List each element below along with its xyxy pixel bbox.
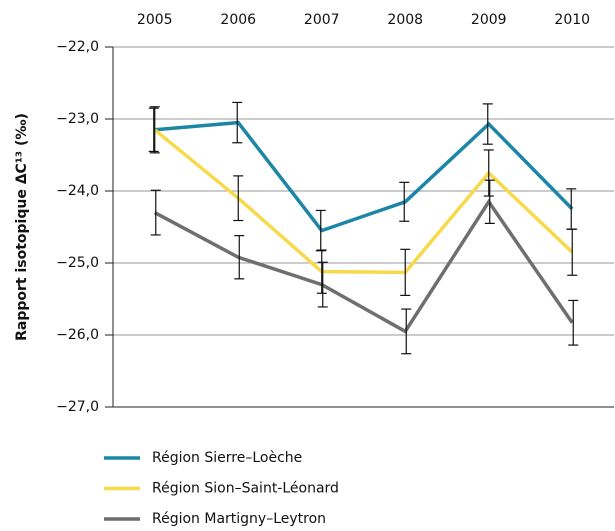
y-tick-label: −27,0	[56, 399, 99, 415]
y-tick-label: −22,0	[56, 39, 99, 55]
error-bar	[233, 175, 244, 222]
error-bar	[400, 248, 411, 296]
x-tick-label: 2007	[304, 12, 340, 28]
y-tick-label: −23,0	[56, 111, 99, 127]
error-bar	[316, 249, 327, 294]
legend-label: Région Sion–Saint-Léonard	[152, 481, 339, 497]
error-bar	[150, 189, 161, 236]
x-tick-label: 2005	[137, 12, 173, 28]
error-bar	[484, 179, 495, 224]
x-tick-label: 2009	[471, 12, 507, 28]
y-tick-label: −25,0	[56, 255, 99, 271]
error-bar	[232, 101, 243, 144]
legend-label: Région Sierre–Loèche	[152, 450, 302, 466]
error-bar	[567, 228, 578, 276]
series-line	[154, 120, 574, 233]
series-line	[153, 128, 574, 275]
y-tick-label: −26,0	[56, 327, 99, 343]
error-bar	[399, 181, 410, 222]
error-bar	[566, 188, 577, 230]
error-bar	[483, 149, 494, 197]
error-bar	[149, 106, 160, 154]
error-bar	[234, 235, 245, 280]
error-bar	[317, 261, 328, 308]
y-axis-title: Rapport isotopique ΔC¹³ (‰)	[14, 113, 30, 341]
legend-label: Région Martigny–Leytron	[152, 511, 326, 527]
error-bar	[315, 209, 326, 252]
error-bar	[401, 308, 412, 355]
error-bar	[148, 107, 159, 152]
error-bar	[568, 299, 579, 346]
y-tick-label: −24,0	[56, 183, 99, 199]
series-line	[153, 198, 574, 334]
x-tick-label: 2008	[387, 12, 423, 28]
x-tick-label: 2006	[220, 12, 256, 28]
error-bar	[482, 103, 493, 145]
x-tick-label: 2010	[554, 12, 590, 28]
